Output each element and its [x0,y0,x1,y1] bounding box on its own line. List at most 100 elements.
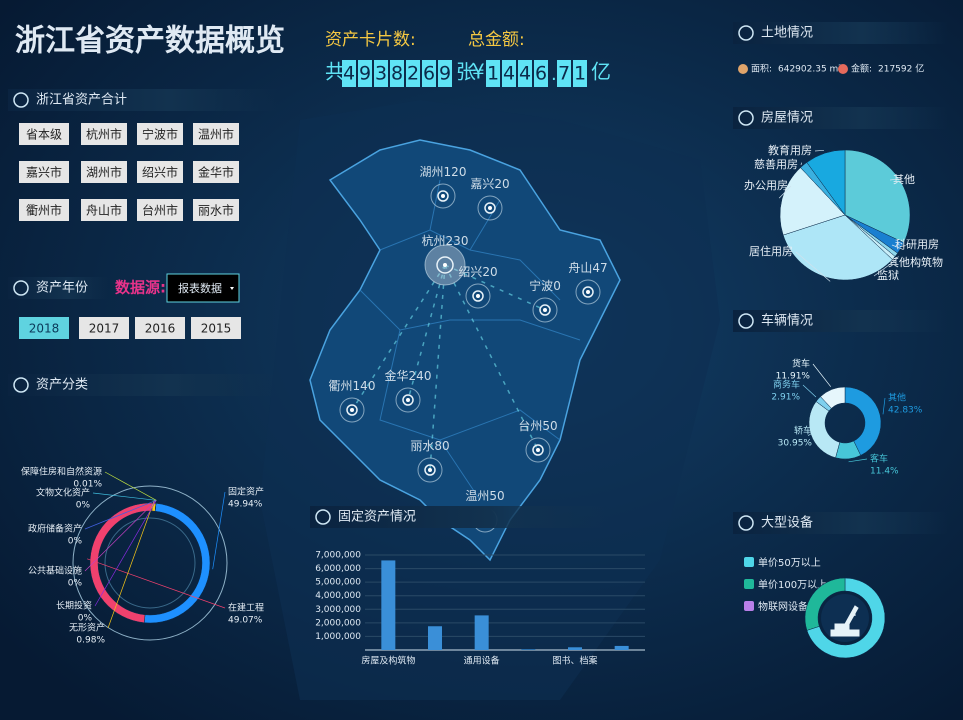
region-button-label[interactable]: 嘉兴市 [26,165,62,180]
region-button-label[interactable]: 湖州市 [86,165,122,180]
map-name: 绍兴 [458,265,482,279]
leader-line [84,499,157,530]
slice-label: 教育用房 [768,143,812,157]
year-label[interactable]: 2018 [29,322,60,336]
slice [782,214,893,281]
region-button[interactable] [137,199,183,221]
region-button[interactable] [137,123,183,145]
slice-value: 30.95% [778,439,813,449]
map-label: 绍兴20 [458,265,497,279]
map-halo [339,397,365,423]
source-select[interactable] [166,273,240,303]
region-button-label[interactable]: 绍兴市 [142,165,178,180]
region-button-label[interactable]: 舟山市 [86,203,122,218]
region-button[interactable] [19,161,69,183]
year-label[interactable]: 2016 [145,322,176,336]
region-button-label[interactable]: 宁波市 [142,127,178,142]
panel-header [310,506,610,528]
slice-value: 0% [68,537,83,547]
map-point [532,444,544,456]
map-core [543,308,547,312]
source-value[interactable]: 报表数据 [178,281,222,295]
year-button[interactable] [19,317,69,339]
slice-label: 货车 [792,358,810,370]
leader-line [84,500,157,572]
region-button[interactable] [193,161,239,183]
region-button[interactable] [193,199,239,221]
panel-icon [13,280,29,296]
slice-label: 慈善用房 [754,157,798,171]
map-halo [575,279,601,305]
slice [844,149,911,244]
legend-dot [738,64,748,74]
panel-header [733,310,948,332]
bar [568,647,582,650]
map-halo [395,387,421,413]
map-point [539,304,551,316]
region-button[interactable] [193,123,239,145]
digit: 4 [503,63,515,85]
bar [428,626,442,650]
leader-line [107,500,155,629]
map-point [436,256,454,274]
bar [521,649,536,650]
region-button[interactable] [19,123,69,145]
bar [381,560,396,650]
region-button[interactable] [137,161,183,183]
panel-header [8,277,108,299]
region-button[interactable] [81,199,127,221]
panel-title: 车辆情况 [761,313,813,329]
region-button-label[interactable]: 台州市 [142,203,178,218]
map-value: 47 [592,261,607,275]
slice-value: 11.91% [776,372,811,382]
map-name: 金华 [385,368,409,383]
slice [806,149,846,216]
leader-line [87,558,226,609]
digit-box [390,60,404,87]
map-label: 衢州140 [329,379,376,393]
map-value: 50 [489,489,504,503]
region-button-label[interactable]: 金华市 [198,165,234,180]
region-button[interactable] [81,123,127,145]
map-name: 宁波 [529,278,553,293]
leader-line [891,244,904,250]
digit-box [518,60,532,87]
region-button-label[interactable]: 杭州市 [86,127,122,142]
region-button-label[interactable]: 丽水市 [198,203,234,218]
year-label[interactable]: 2015 [201,322,232,336]
panel-title: 资产年份 [36,281,88,296]
map-core [350,408,354,412]
digit: 7 [558,63,570,85]
y-tick-label: 7,000,000 [315,551,361,561]
map-core [586,290,590,294]
digit-box [557,60,571,87]
year-button[interactable] [135,317,185,339]
digit: 1 [487,63,499,85]
slice-label: 其他构筑物 [888,255,943,269]
leader-line [778,185,792,199]
source-label: 数据源: [115,279,166,297]
leader-line [802,384,817,398]
region-button-label[interactable]: 省本级 [26,128,62,142]
legend-swatch [744,579,754,589]
slice-label: 客车 [870,453,888,465]
slice-value: 49.94% [228,500,263,510]
slice-label: 无形资产 [69,622,105,634]
year-button[interactable] [79,317,129,339]
panel-title: 浙江省资产合计 [36,93,127,108]
panel-header [8,89,278,111]
map-halo [417,457,443,483]
year-button[interactable] [191,317,241,339]
leader-line [795,251,831,282]
region-button[interactable] [81,161,127,183]
region-button-label[interactable]: 温州市 [198,127,234,142]
amount-label: 总金额: [468,30,525,50]
slice [844,386,882,456]
map-label: 杭州230 [422,233,469,248]
year-label[interactable]: 2017 [89,322,120,336]
map-label: 台州50 [518,418,557,433]
region-button-label[interactable]: 衢州市 [26,203,62,218]
region-button[interactable] [19,199,69,221]
y-tick-label: 2,000,000 [315,618,361,628]
slice-value: 2.91% [771,393,800,403]
